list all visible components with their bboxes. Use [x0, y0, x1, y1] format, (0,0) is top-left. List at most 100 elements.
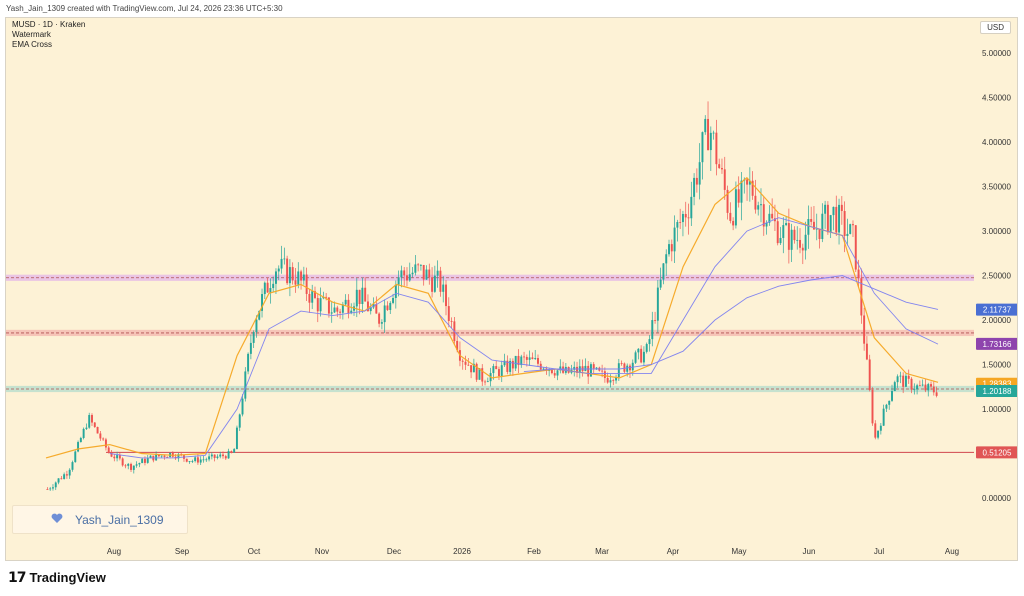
candle-body	[146, 458, 149, 463]
candle-body	[202, 459, 205, 461]
candle-body	[194, 457, 197, 462]
candle-body	[824, 204, 827, 214]
candle-body	[96, 426, 99, 434]
candle-body	[314, 291, 316, 299]
candle-body	[695, 177, 698, 185]
candle-body	[676, 222, 679, 228]
candle-body	[687, 217, 690, 219]
ema-line	[523, 275, 939, 373]
candle-body	[316, 298, 319, 312]
candle-body	[729, 212, 732, 221]
candle-body	[812, 221, 815, 230]
candle-body	[651, 320, 654, 340]
candle-body	[737, 189, 740, 203]
candle-body	[283, 258, 286, 260]
currency-label[interactable]: USD	[980, 21, 1011, 34]
candle-body	[344, 299, 347, 305]
candle-body	[378, 313, 381, 324]
tradingview-logo[interactable]: 𝟭𝟳 TradingView	[8, 569, 106, 586]
candle-body	[210, 454, 213, 457]
candle-body	[266, 282, 269, 293]
candle-body	[495, 366, 498, 370]
candle-body	[355, 289, 358, 307]
candle-body	[776, 221, 779, 244]
candle-body	[874, 423, 877, 438]
candle-body	[592, 364, 595, 369]
candle-body	[768, 213, 771, 223]
candle-body	[888, 400, 891, 405]
candle-body	[185, 458, 188, 462]
candle-body	[478, 368, 481, 380]
candle-body	[790, 229, 793, 250]
candle-body	[715, 132, 718, 165]
y-tick-label: 1.00000	[982, 405, 1011, 414]
candle-body	[74, 451, 77, 463]
tradingview-logo-icon: 𝟭𝟳	[8, 569, 27, 585]
candle-body	[782, 225, 785, 238]
candle-body	[302, 274, 305, 281]
candle-body	[665, 254, 668, 264]
candle-body	[913, 389, 916, 391]
candle-body	[88, 415, 91, 428]
candle-body	[341, 304, 344, 313]
candle-body	[116, 455, 119, 459]
candle-body	[361, 287, 364, 305]
candle-body	[740, 180, 743, 203]
candle-body	[57, 478, 60, 483]
candle-body	[470, 365, 473, 373]
candle-body	[662, 263, 665, 280]
candle-body	[414, 264, 417, 273]
candle-body	[428, 269, 431, 278]
candle-body	[578, 366, 581, 373]
candle-body	[121, 458, 124, 466]
candle-body	[450, 320, 453, 322]
candle-body	[472, 363, 475, 373]
candle-body	[208, 456, 211, 460]
candle-body	[891, 391, 893, 401]
legend-symbol[interactable]: MUSD · 1D · Kraken	[12, 20, 86, 29]
candle-body	[779, 237, 782, 244]
x-tick-label: Jun	[803, 547, 816, 556]
candle-body	[238, 414, 241, 428]
candle-body	[191, 461, 194, 462]
legend-indicator-watermark[interactable]: Watermark	[12, 30, 51, 39]
candle-body	[910, 378, 913, 390]
candle-body	[556, 370, 559, 376]
candle-body	[380, 322, 383, 324]
candle-body	[132, 465, 135, 470]
chart-caption: Yash_Jain_1309 created with TradingView.…	[6, 4, 283, 13]
candle-body	[49, 488, 52, 490]
candle-body	[461, 360, 464, 362]
candle-body	[893, 382, 896, 392]
candlestick-chart[interactable]: Aug Sep Oct Nov Dec 2026 Feb Mar Apr May Jun Jul Aug…	[6, 18, 1018, 561]
candle-body	[603, 371, 606, 378]
candle-body	[486, 381, 489, 383]
candle-body	[294, 280, 297, 285]
chart-frame[interactable]: Aug Sep Oct Nov Dec 2026 Feb Mar Apr May Jun Jul Aug…	[5, 17, 1018, 561]
candle-body	[403, 270, 406, 276]
candle-body	[107, 447, 110, 453]
candle-body	[280, 258, 283, 269]
candle-body	[492, 366, 495, 374]
candle-body	[467, 364, 470, 366]
legend-indicator-ema-cross[interactable]: EMA Cross	[12, 40, 53, 49]
candle-body	[531, 357, 534, 360]
candle-body	[199, 459, 202, 463]
candle-body	[659, 279, 662, 288]
candle-body	[620, 363, 623, 365]
candle-body	[177, 454, 180, 459]
price-tag-label: 1.28383	[983, 380, 1012, 389]
x-tick-label: Nov	[315, 547, 329, 556]
candle-body	[188, 461, 191, 462]
candle-body	[882, 408, 885, 426]
candle-body	[163, 455, 166, 457]
candle-body	[698, 162, 701, 185]
candle-body	[113, 456, 116, 459]
candle-body	[149, 455, 152, 459]
candle-body	[288, 267, 291, 284]
candle-body	[877, 430, 880, 438]
candle-body	[77, 442, 80, 452]
candle-body	[615, 376, 618, 381]
candle-body	[330, 312, 333, 314]
x-tick-label: Jul	[874, 547, 884, 556]
